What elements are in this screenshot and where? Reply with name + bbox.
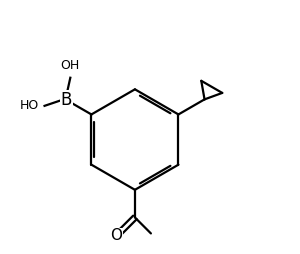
Text: O: O [110,228,122,243]
Text: B: B [61,91,72,109]
Text: OH: OH [61,59,80,72]
Text: HO: HO [20,99,39,112]
